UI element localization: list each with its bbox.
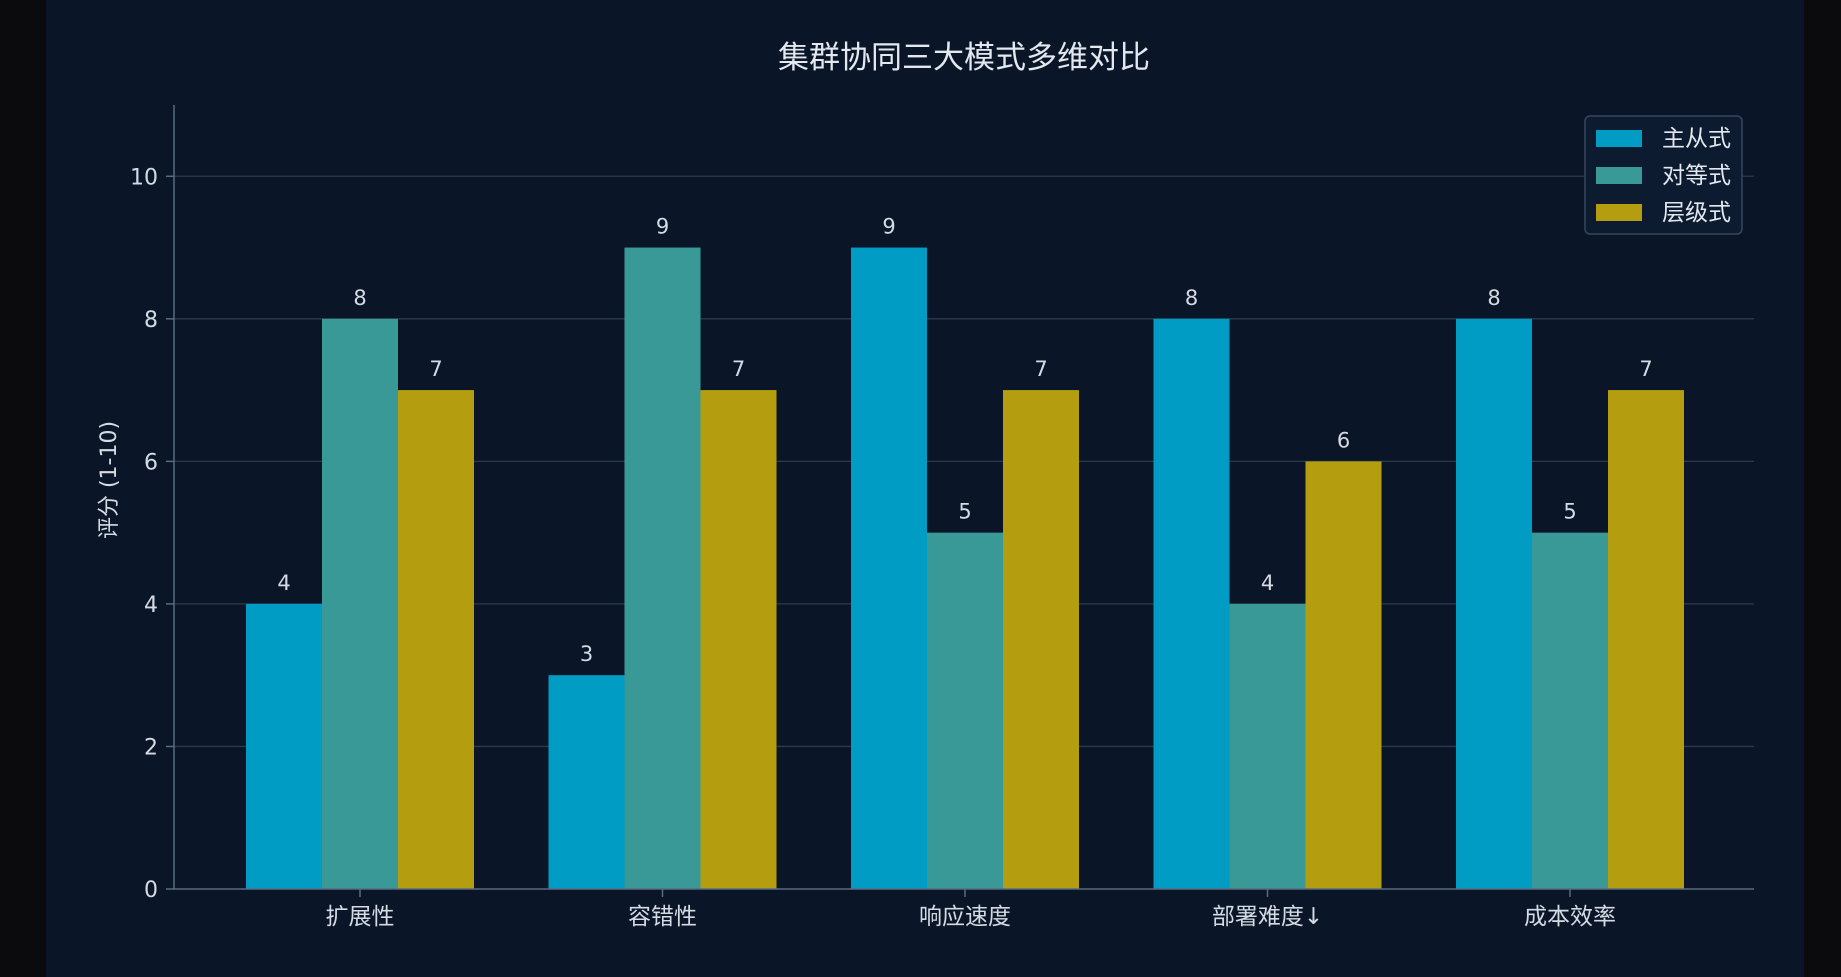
legend-swatch	[1596, 204, 1642, 221]
data-label: 7	[1639, 357, 1652, 381]
data-label: 9	[882, 215, 895, 239]
bar	[548, 675, 625, 889]
y-tick-label: 4	[144, 593, 158, 618]
legend-swatch	[1596, 130, 1642, 147]
legend-swatch	[1596, 167, 1642, 184]
bar	[1003, 390, 1079, 889]
y-tick-label: 6	[144, 450, 158, 475]
bar	[1456, 318, 1532, 889]
x-tick-label: 成本效率	[1524, 904, 1616, 930]
data-label: 8	[1185, 286, 1198, 310]
y-tick-label: 0	[144, 878, 158, 903]
bar	[1229, 603, 1306, 889]
x-tick-label: 扩展性	[326, 904, 395, 930]
data-label: 7	[429, 357, 442, 381]
y-tick-label: 10	[130, 165, 158, 190]
bar	[1153, 318, 1230, 889]
data-label: 9	[656, 215, 669, 239]
bars	[246, 247, 1684, 889]
y-tick-label: 8	[144, 308, 158, 333]
bar	[624, 247, 701, 889]
y-tick-label: 2	[144, 735, 158, 760]
x-tick-label: 部署难度↓	[1212, 904, 1323, 930]
legend-label: 主从式	[1662, 126, 1731, 152]
bar	[700, 390, 777, 889]
chart-title: 集群协同三大模式多维对比	[778, 40, 1150, 76]
bar	[398, 390, 474, 889]
data-label: 5	[958, 500, 971, 524]
axes: 0 2 4 6 8 10 扩展性 容错性 响应速度 部署难度↓ 成本效率	[130, 105, 1754, 930]
bar	[246, 603, 322, 889]
bar	[1608, 390, 1684, 889]
bar	[1305, 461, 1382, 889]
y-axis-label: 评分 (1-10)	[97, 421, 122, 539]
data-labels: 4 8 7 3 9 7 9 5 7 8 4 6 8 5 7	[277, 215, 1652, 667]
bar	[927, 532, 1003, 889]
legend-label: 层级式	[1662, 200, 1731, 226]
bar	[1532, 532, 1608, 889]
data-label: 6	[1337, 428, 1350, 452]
data-label: 5	[1563, 500, 1576, 524]
bar	[322, 318, 398, 889]
x-tick-label: 响应速度	[919, 904, 1011, 930]
data-label: 8	[353, 286, 366, 310]
x-tick-label: 容错性	[628, 904, 697, 930]
data-label: 4	[1261, 571, 1274, 595]
bar	[851, 247, 927, 889]
data-label: 7	[732, 357, 745, 381]
data-label: 7	[1034, 357, 1047, 381]
legend-label: 对等式	[1662, 163, 1731, 189]
data-label: 4	[277, 571, 290, 595]
data-label: 3	[580, 642, 593, 666]
data-label: 8	[1487, 286, 1500, 310]
